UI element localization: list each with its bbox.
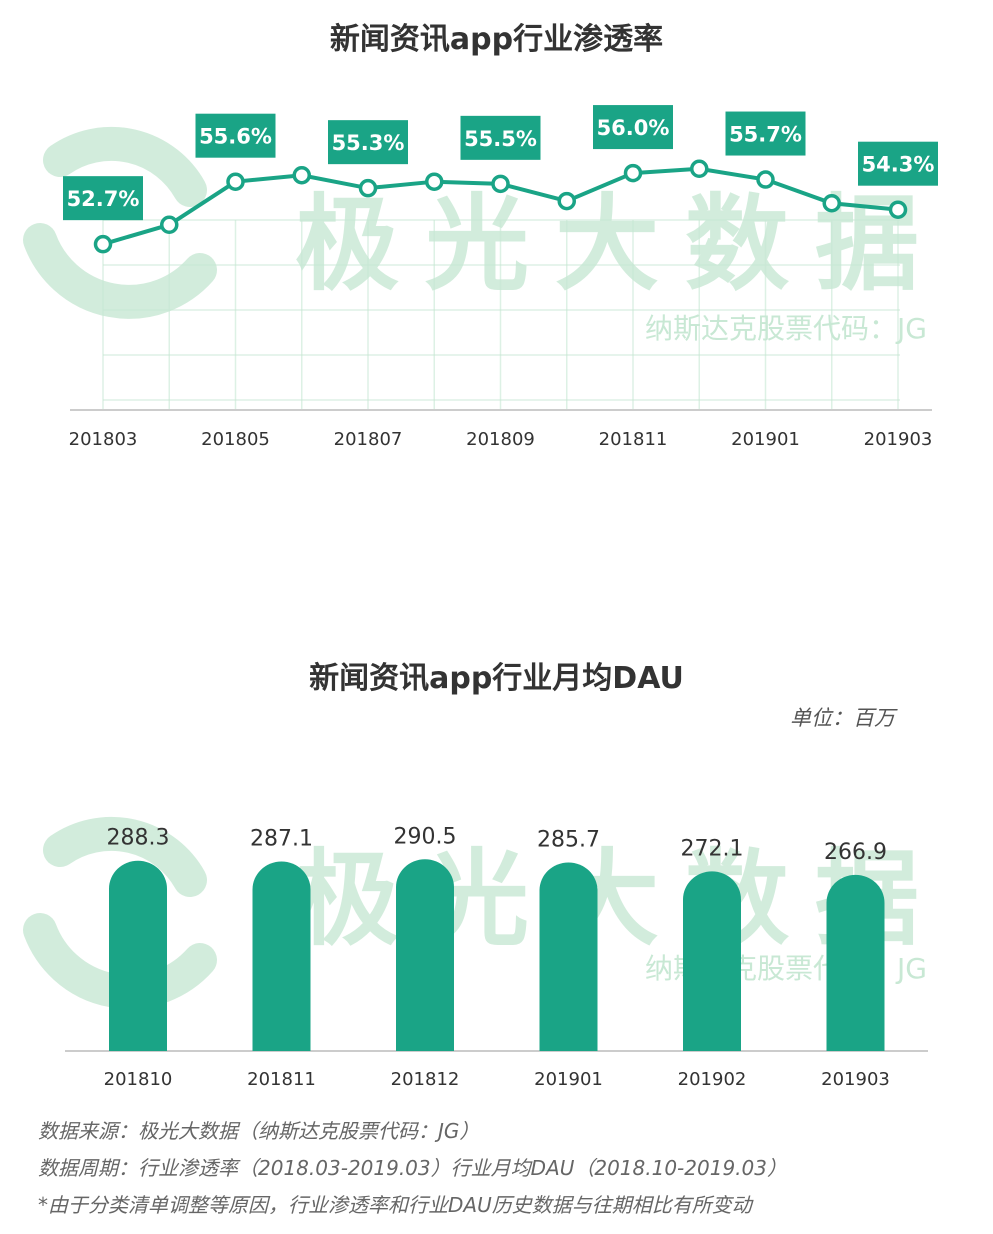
data-label-box-201803	[63, 176, 143, 221]
bar-tick-201811: 201811	[247, 1069, 316, 1090]
line-point-201805	[226, 172, 245, 191]
data-label-201803: 52.7%	[67, 187, 140, 211]
bar-chart-title: 新闻资讯app行业月均DAU	[309, 661, 684, 696]
data-label-box-201811	[593, 105, 673, 150]
line-point-201804	[160, 215, 179, 235]
data-label-201811: 56.0%	[597, 116, 670, 140]
line-point-201808	[425, 172, 444, 191]
x-tick-201805: 201805	[201, 429, 270, 450]
x-tick-201803: 201803	[69, 429, 138, 450]
footer-period: 数据周期：行业渗透率（2018.03-2019.03）行业月均DAU（2018.…	[38, 1156, 787, 1180]
line-point-201901	[756, 170, 775, 189]
line-point-201810	[557, 191, 576, 211]
bar-value-label-201811: 287.1	[250, 827, 313, 852]
bar-value-label-201901: 285.7	[537, 827, 600, 852]
data-label-201903: 54.3%	[862, 153, 935, 177]
line-point-201807	[358, 178, 378, 198]
line-chart-title: 新闻资讯app行业渗透率	[329, 22, 664, 57]
x-tick-201901: 201901	[731, 429, 800, 450]
watermark-logo-icon	[23, 126, 217, 319]
bar-tick-201901: 201901	[534, 1069, 603, 1090]
data-label-201807: 55.3%	[332, 131, 405, 155]
bar-tick-201902: 201902	[678, 1069, 747, 1090]
line-point-201806	[292, 165, 311, 185]
footer-note: *由于分类清单调整等原因，行业渗透率和行业DAU历史数据与往期相比有所变动	[38, 1193, 752, 1217]
bar-201903	[826, 874, 885, 1051]
data-label-201805: 55.6%	[199, 125, 272, 149]
bar-chart-unit: 单位：百万	[790, 706, 895, 730]
data-label-box-201903	[858, 141, 938, 186]
data-label-box-201805	[195, 113, 276, 158]
line-point-201812	[690, 159, 709, 179]
watermark-brand: 极光大数据	[295, 183, 945, 305]
bar-201902	[683, 871, 741, 1051]
watermark-1: 极光大数据 纳斯达克股票代码：JG	[23, 126, 945, 345]
bar-value-label-201812: 290.5	[394, 824, 457, 849]
data-label-box-201809	[460, 115, 541, 160]
data-label-201809: 55.5%	[464, 127, 537, 151]
x-tick-201809: 201809	[466, 429, 535, 450]
line-point-201903	[888, 200, 908, 219]
footer-source: 数据来源：极光大数据（纳斯达克股票代码：JG）	[38, 1119, 480, 1143]
x-tick-201811: 201811	[599, 429, 668, 450]
bar-tick-201903: 201903	[821, 1069, 890, 1090]
x-tick-201807: 201807	[334, 429, 403, 450]
line-chart: 极光大数据 纳斯达克股票代码：JG 201803 201805 201807 2018…	[23, 105, 945, 450]
line-chart-gridlines	[102, 219, 900, 410]
bar-201811	[252, 861, 311, 1051]
line-point-201811	[623, 163, 643, 183]
line-point-201809	[491, 174, 510, 194]
line-point-201803	[93, 234, 113, 254]
bar-value-label-201903: 266.9	[824, 840, 887, 865]
data-label-box-201901	[725, 111, 806, 156]
data-label-box-201807	[328, 120, 408, 165]
bar-value-label-201902: 272.1	[681, 836, 744, 861]
bar-chart: 极光大数据 纳斯达克股票代码：JG 288.3 287.1 290.5 285.7 27…	[23, 816, 928, 1090]
line-point-201902	[822, 193, 841, 213]
bar-tick-201810: 201810	[104, 1069, 173, 1090]
bar-201810	[109, 860, 167, 1051]
bar-201812	[396, 859, 454, 1051]
bar-value-label-201810: 288.3	[107, 826, 170, 851]
watermark-2: 极光大数据 纳斯达克股票代码：JG	[23, 816, 927, 1009]
x-tick-201903: 201903	[864, 429, 933, 450]
data-label-201901: 55.7%	[729, 123, 802, 147]
watermark-ticker: 纳斯达克股票代码：JG	[645, 312, 927, 345]
bar-tick-201812: 201812	[391, 1069, 460, 1090]
bar-201901	[539, 862, 598, 1051]
